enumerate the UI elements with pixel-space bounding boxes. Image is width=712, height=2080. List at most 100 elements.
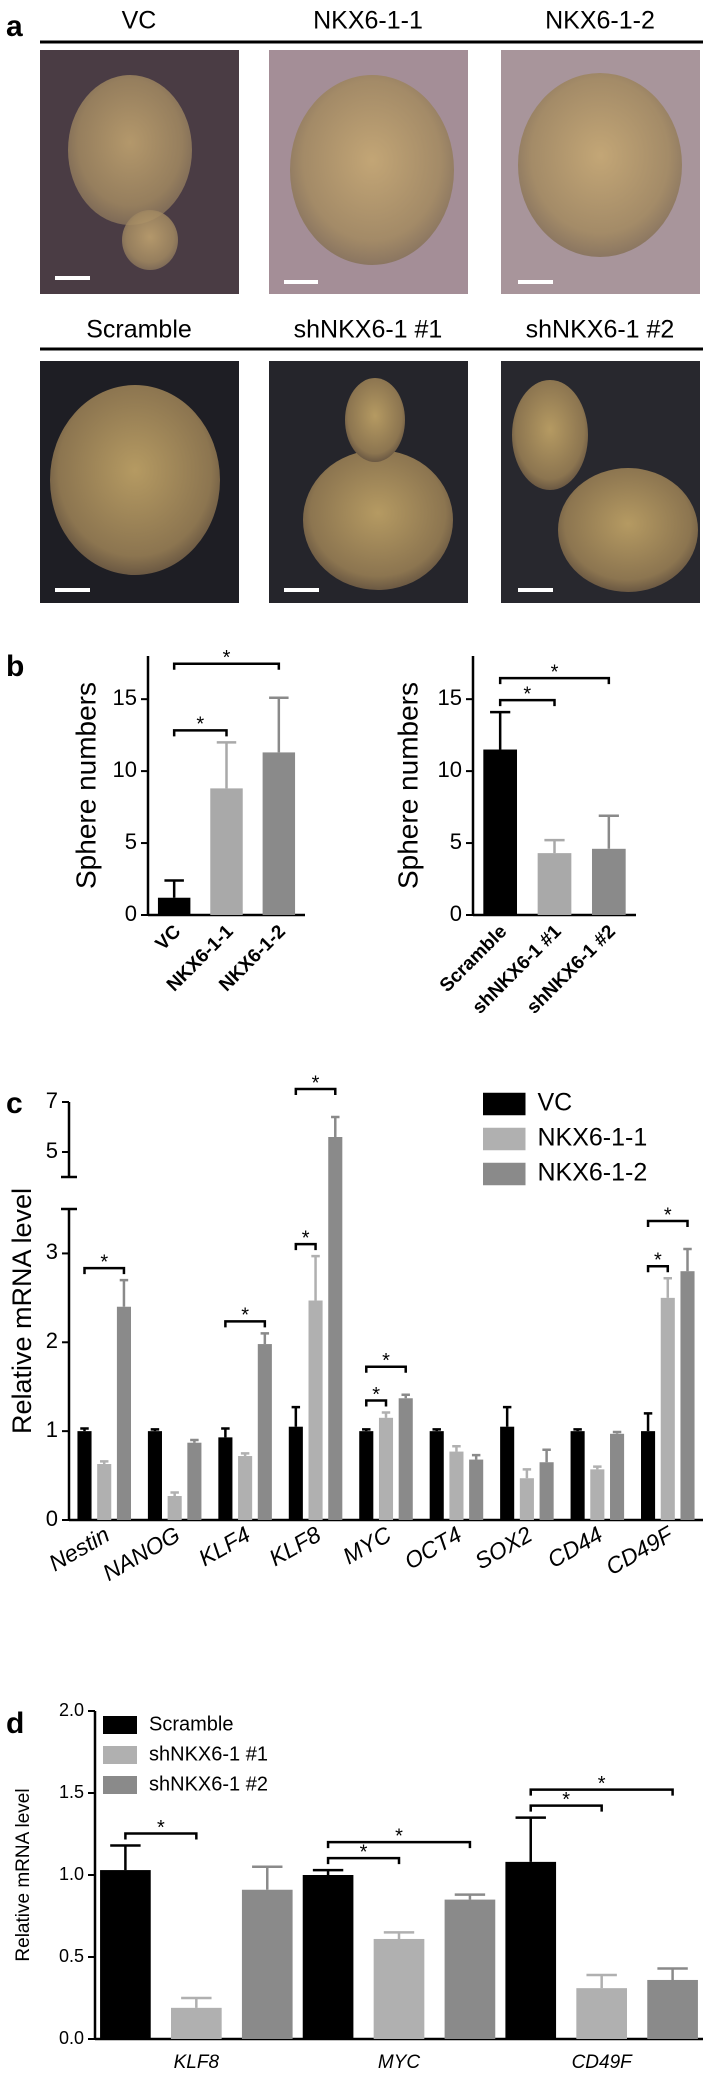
error-bar <box>544 838 565 854</box>
significance-label: * <box>654 1250 662 1272</box>
error-bar <box>311 1254 320 1301</box>
bar <box>610 1433 625 1520</box>
bar <box>308 1300 323 1520</box>
significance-label: * <box>523 683 531 705</box>
bar <box>187 1442 202 1520</box>
micrograph <box>269 50 468 294</box>
error-bar <box>260 1332 270 1345</box>
error-bar <box>542 1448 551 1463</box>
bar <box>660 1297 675 1520</box>
panel-label: a <box>6 10 23 43</box>
micrograph <box>269 361 468 603</box>
error-bar <box>573 1428 582 1432</box>
bar <box>576 1988 627 2039</box>
bar <box>241 1889 293 2039</box>
image-label: VC <box>122 7 157 35</box>
error-bar <box>383 1931 415 1939</box>
legend-swatch <box>483 1092 526 1116</box>
bar <box>505 1861 557 2039</box>
significance-bracket <box>326 1840 472 1849</box>
image-label: shNKX6-1 #2 <box>526 316 675 344</box>
significance-bracket <box>498 698 556 707</box>
significance-label: * <box>157 1817 165 1839</box>
significance-label: * <box>223 647 231 669</box>
significance-bracket <box>294 1242 317 1251</box>
error-bar <box>502 1405 512 1427</box>
significance-label: * <box>100 1251 108 1273</box>
error-bar <box>164 879 184 898</box>
error-bar <box>657 1967 688 1980</box>
bar <box>238 1456 253 1520</box>
legend-label: NKX6-1-1 <box>538 1124 648 1152</box>
bar <box>116 1306 131 1520</box>
significance-label: * <box>241 1305 249 1327</box>
error-bar <box>221 1427 230 1438</box>
legend-swatch <box>483 1162 526 1186</box>
error-bar <box>80 1427 89 1432</box>
x-tick-label: CD44 <box>543 1521 607 1573</box>
x-tick-label: SOX2 <box>470 1521 536 1574</box>
y-tick-label: 5 <box>450 829 462 854</box>
significance-bracket <box>326 1856 401 1865</box>
micrograph <box>40 50 239 294</box>
bar <box>537 853 572 915</box>
y-tick-label: 5 <box>125 829 137 854</box>
bar <box>167 1496 182 1520</box>
bar <box>302 1875 354 2039</box>
legend-label: Scramble <box>149 1713 233 1735</box>
error-bar <box>515 1816 546 1862</box>
y-tick-label: 7 <box>46 1088 58 1113</box>
y-tick-label: 1.0 <box>59 1864 84 1884</box>
bar <box>210 788 243 915</box>
significance-label: * <box>598 1773 606 1795</box>
bar <box>171 2007 222 2039</box>
error-bar <box>683 1247 692 1272</box>
significance-label: * <box>664 1204 672 1226</box>
bar <box>77 1431 92 1520</box>
error-bar <box>312 1868 344 1875</box>
error-bar <box>291 1405 301 1427</box>
bar <box>398 1398 413 1520</box>
legend-swatch <box>103 1746 137 1764</box>
panel-label: d <box>6 1707 24 1740</box>
significance-bracket <box>224 1320 267 1328</box>
bar <box>641 1431 656 1520</box>
error-bar <box>522 1468 532 1479</box>
legend-label: shNKX6-1 #1 <box>149 1743 268 1765</box>
x-tick-label: MYC <box>338 1521 396 1569</box>
bar <box>157 897 191 915</box>
significance-bracket <box>646 1219 689 1227</box>
error-bar <box>269 696 289 753</box>
panel-label: c <box>6 1087 23 1120</box>
bar <box>500 1426 515 1520</box>
bar <box>288 1426 303 1520</box>
x-tick-label: KLF4 <box>194 1521 255 1571</box>
x-tick-label: CD49F <box>601 1520 679 1580</box>
x-tick-label: MYC <box>378 2052 421 2073</box>
bar <box>328 1137 343 1520</box>
micrograph <box>501 361 700 603</box>
x-tick-label: OCT4 <box>400 1521 466 1574</box>
bar <box>519 1478 534 1520</box>
y-tick-label: 1 <box>46 1417 58 1442</box>
bar <box>359 1431 374 1520</box>
bar <box>680 1271 695 1520</box>
error-bar <box>663 1277 673 1298</box>
y-axis-label: Sphere numbers <box>70 682 101 889</box>
y-tick-label: 2.0 <box>59 1700 84 1720</box>
bar <box>262 752 296 915</box>
significance-bracket <box>83 1266 126 1275</box>
error-bar <box>240 1452 250 1457</box>
y-tick-label: 3 <box>46 1239 58 1264</box>
y-tick-label: 10 <box>113 757 137 782</box>
significance-bracket <box>529 1788 674 1796</box>
significance-bracket <box>365 1365 407 1373</box>
bar <box>257 1344 272 1520</box>
bar <box>539 1462 554 1520</box>
y-tick-label: 15 <box>113 685 137 710</box>
error-bar <box>181 1996 212 2008</box>
error-bar <box>119 1278 129 1307</box>
y-tick-label: 1.5 <box>59 1782 84 1802</box>
